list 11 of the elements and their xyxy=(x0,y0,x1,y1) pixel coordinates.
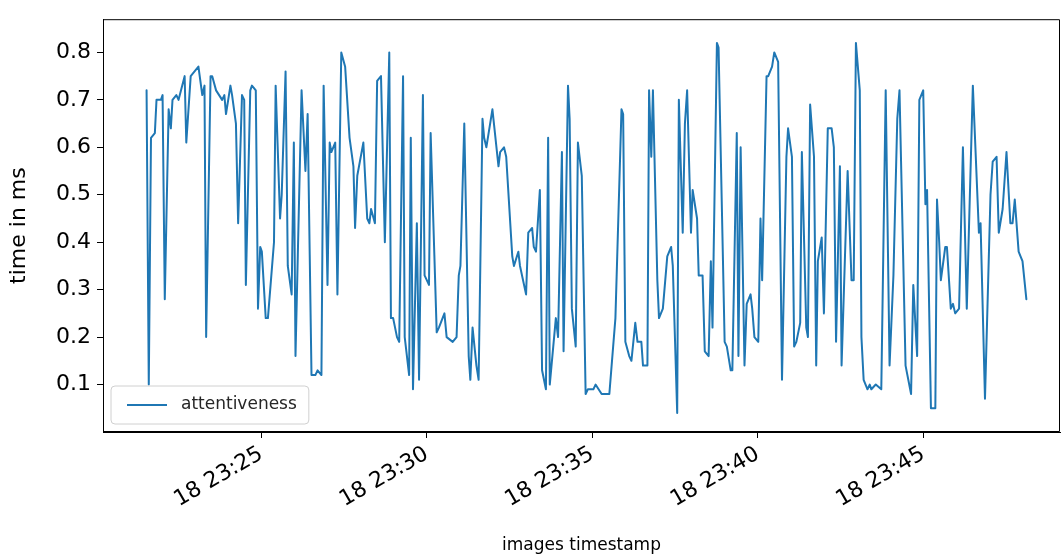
x-axis-title: images timestamp xyxy=(502,534,661,555)
y-tick-label: 0.8 xyxy=(56,38,91,64)
y-tick-label: 0.4 xyxy=(56,227,91,253)
legend-label: attentiveness xyxy=(181,393,297,414)
y-tick-label: 0.5 xyxy=(56,180,91,206)
y-axis-title: time in ms xyxy=(4,167,30,284)
y-tick-label: 0.7 xyxy=(56,85,91,111)
y-tick-label: 0.1 xyxy=(56,370,91,396)
y-tick-label: 0.2 xyxy=(56,322,91,348)
y-tick-label: 0.6 xyxy=(56,133,91,159)
y-tick-label: 0.3 xyxy=(56,275,91,301)
